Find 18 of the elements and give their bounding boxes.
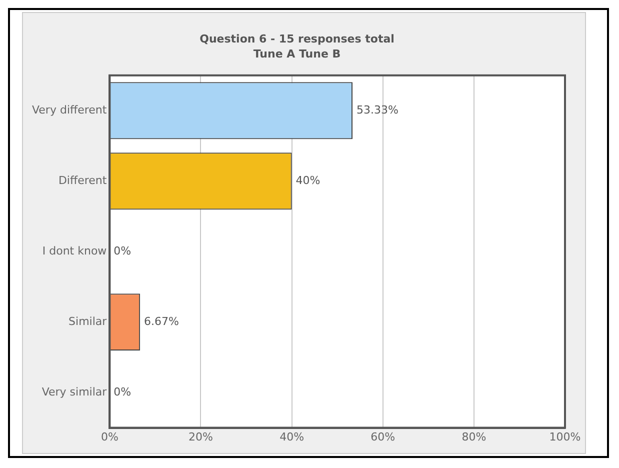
- x-tick-label: 60%: [370, 430, 396, 444]
- y-tick-label: I dont know: [42, 244, 107, 258]
- x-tick-label: 100%: [549, 430, 581, 444]
- y-tick-label: Different: [58, 174, 108, 187]
- y-tick-label: Very similar: [42, 385, 108, 398]
- chart-title: Question 6 - 15 responses total: [200, 32, 394, 46]
- data-label: 40%: [296, 174, 320, 187]
- x-tick-label: 20%: [188, 430, 213, 444]
- data-label: 0%: [114, 244, 132, 258]
- x-tick-label: 0%: [100, 430, 118, 444]
- y-tick-label: Similar: [68, 314, 108, 328]
- data-label: 53.33%: [356, 104, 398, 116]
- data-label: 0%: [114, 385, 132, 398]
- x-tick-label: 80%: [462, 430, 486, 444]
- data-label: 6.67%: [144, 314, 180, 328]
- x-tick-label: 40%: [280, 430, 304, 444]
- y-tick-label: Very different: [32, 104, 108, 116]
- chart-subtitle: Tune A Tune B: [253, 48, 341, 61]
